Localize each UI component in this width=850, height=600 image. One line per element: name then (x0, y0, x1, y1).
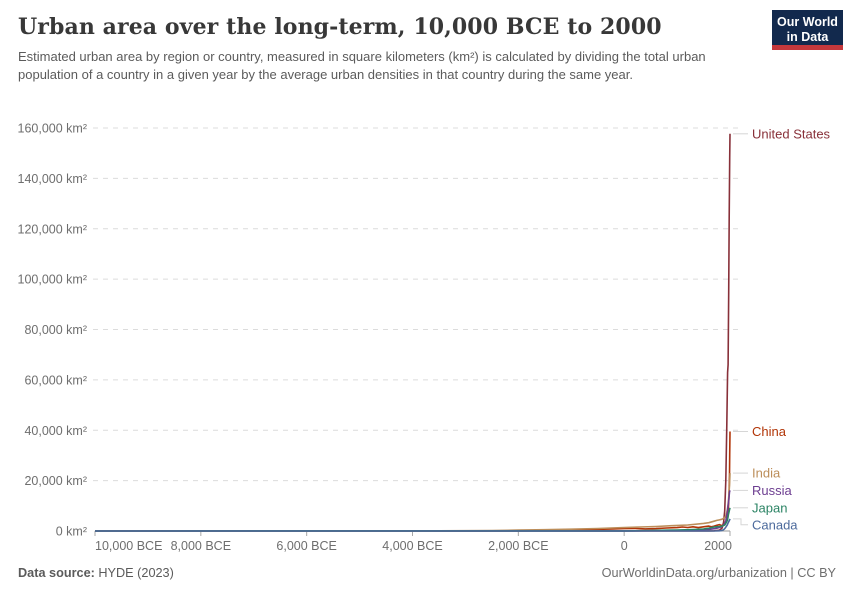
y-tick-label: 60,000 km² (24, 373, 87, 387)
chart-subtitle: Estimated urban area by region or countr… (18, 49, 706, 82)
y-tick-label: 0 km² (56, 525, 87, 539)
series-line-japan[interactable] (94, 507, 731, 532)
owid-url-license-link[interactable]: OurWorldinData.org/urbanization | CC BY (601, 566, 836, 580)
series-line-united-states[interactable] (95, 133, 731, 532)
x-tick-label: 8,000 BCE (171, 539, 231, 553)
series-label-russia[interactable]: Russia (752, 483, 793, 498)
y-tick-label: 100,000 km² (18, 273, 87, 287)
owid-logo-line1: Our World (777, 15, 838, 29)
x-tick-label: 10,000 BCE (95, 539, 162, 553)
data-source-label: Data source: (18, 566, 95, 580)
y-tick-label: 40,000 km² (24, 424, 87, 438)
chart-footer: Data source: HYDE (2023) OurWorldinData.… (18, 566, 836, 580)
owid-logo-red-bar (772, 45, 843, 50)
x-tick-label: 0 (621, 539, 628, 553)
series-label-japan[interactable]: Japan (752, 500, 787, 515)
x-tick-label: 4,000 BCE (382, 539, 442, 553)
series-label-canada[interactable]: Canada (752, 517, 798, 532)
y-tick-label: 160,000 km² (18, 122, 87, 136)
owid-logo[interactable]: Our World in Data (772, 10, 843, 50)
y-tick-label: 80,000 km² (24, 323, 87, 337)
chart-title: Urban area over the long-term, 10,000 BC… (18, 14, 662, 40)
y-tick-label: 140,000 km² (18, 172, 87, 186)
x-tick-label: 2000 (704, 539, 732, 553)
x-tick-label: 6,000 BCE (276, 539, 336, 553)
series-line-canada[interactable] (95, 518, 731, 532)
y-tick-label: 120,000 km² (18, 222, 87, 236)
series-line-russia[interactable] (94, 490, 731, 532)
y-tick-label: 20,000 km² (24, 474, 87, 488)
series-label-india[interactable]: India (752, 466, 781, 481)
series-label-china[interactable]: China (752, 424, 787, 439)
label-leader-line (733, 518, 748, 526)
series-line-china[interactable] (94, 431, 731, 532)
data-source-value: HYDE (2023) (98, 566, 174, 580)
chart-header: Urban area over the long-term, 10,000 BC… (0, 0, 850, 84)
x-tick-label: 2,000 BCE (488, 539, 548, 553)
owid-logo-line2: in Data (786, 30, 829, 44)
data-source: Data source: HYDE (2023) (18, 566, 174, 580)
series-line-india[interactable] (94, 473, 731, 532)
series-label-united-states[interactable]: United States (752, 126, 831, 141)
